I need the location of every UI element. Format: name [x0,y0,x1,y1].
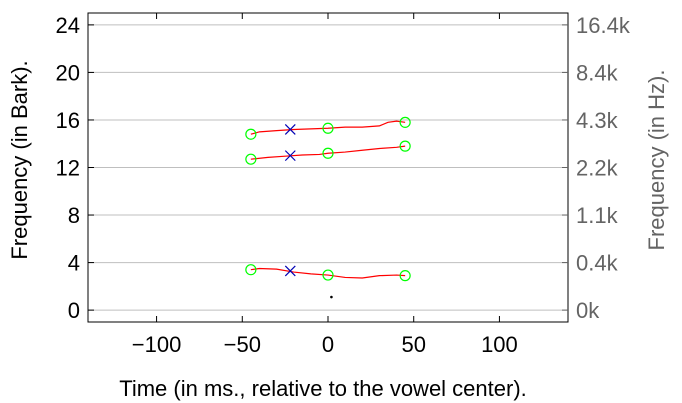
dot-marker [330,295,333,299]
y-tick-label-left: 8 [68,203,80,228]
circle-marker [322,147,334,159]
x-tick-label: −100 [132,332,182,357]
y-tick-label-left: 4 [68,251,80,276]
x-axis-title: Time (in ms., relative to the vowel cent… [119,376,527,401]
right-y-axis: 0k 0.4k 1.1k 2.2k 4.3k 8.4k 16.4k [562,13,631,323]
y-tick-label-left: 20 [56,60,80,85]
cross-marker [284,265,296,277]
y-tick-label-right: 0k [576,298,600,323]
circle-marker [399,270,411,282]
grid-lines [88,24,568,311]
y-tick-label-left: 0 [68,298,80,323]
y-tick-label-left: 12 [56,156,80,181]
x-tick-label: 0 [322,332,334,357]
circle-marker [245,153,257,165]
y-tick-label-left: 16 [56,108,80,133]
left-y-axis: 0 4 8 12 16 20 24 [56,13,94,323]
circle-marker [245,264,257,276]
y-axis-title-left: Frequency (in Bark). [7,60,32,259]
circle-marker [399,140,411,152]
series-layer [250,120,406,279]
x-tick-label: −50 [224,332,261,357]
cross-marker [284,124,296,135]
circle-marker [322,269,334,281]
cross-stroke [284,124,296,135]
series-line [250,267,406,279]
y-axis-title-right: Frequency (in Hz). [644,70,669,251]
circle-marker [399,116,411,128]
y-tick-label-right: 1.1k [576,203,619,228]
marker-layer [245,116,411,299]
cross-stroke [284,265,296,277]
x-tick-label: 50 [401,332,425,357]
series-line [250,145,406,160]
y-tick-label-right: 8.4k [576,60,619,85]
circle-marker [322,122,334,134]
y-tick-label-right: 16.4k [576,13,631,38]
cross-marker [284,150,296,162]
y-tick-label-right: 0.4k [576,251,619,276]
x-axis: −100 −50 0 50 100 [132,13,518,357]
circle-marker [245,128,257,140]
series-line [250,120,406,135]
y-tick-label-left: 24 [56,13,80,38]
y-tick-label-right: 4.3k [576,108,619,133]
y-tick-label-right: 2.2k [576,156,619,181]
cross-stroke [284,150,296,162]
x-tick-label: 100 [481,332,518,357]
